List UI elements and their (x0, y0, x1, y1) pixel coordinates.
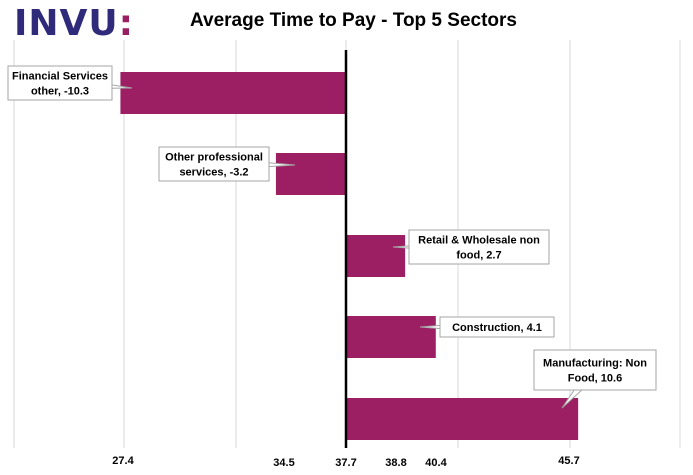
data-labels: Financial Services other, -10.3 Other prof… (7, 65, 657, 409)
callout-box (533, 349, 657, 391)
x-tick-label: 45.7 (558, 455, 579, 467)
data-label-text: Construction, 4.1 (452, 322, 542, 334)
data-label-callout: Manufacturing: Non Food, 10.6 (533, 349, 657, 409)
data-label-callout: Retail & Wholesale non food, 2.7 (392, 229, 550, 265)
bar-manufacturing-non-food (346, 398, 579, 440)
chart-title: Average Time to Pay - Top 5 Sectors (190, 10, 517, 31)
bar-financial-services-other (120, 72, 347, 114)
logo-colon: : (118, 3, 135, 44)
data-label-text: services, -3.2 (179, 167, 248, 179)
data-label-text: Food, 10.6 (568, 373, 622, 385)
x-tick-label: 34.5 (273, 457, 294, 469)
x-tick-label: 37.7 (335, 457, 356, 469)
data-label-text: Manufacturing: Non (543, 358, 647, 370)
data-label-callout: Construction, 4.1 (419, 316, 555, 338)
data-label-text: Retail & Wholesale non (418, 235, 540, 247)
data-label-text: Financial Services (12, 71, 108, 83)
bars (120, 72, 579, 440)
data-label-text: other, -10.3 (31, 86, 89, 98)
bar-retail-wholesale-non-food (346, 235, 406, 277)
callout-box (408, 229, 550, 265)
data-label-text: food, 2.7 (456, 250, 501, 262)
bar-other-professional-services (275, 153, 346, 195)
x-axis-tick-labels: 27.4 34.5 37.7 38.8 40.4 45.7 (112, 455, 579, 469)
callout-box (7, 65, 113, 101)
callout-box (439, 316, 555, 338)
data-label-text: Other professional (165, 152, 263, 164)
invu-logo: INVU: (14, 4, 134, 44)
data-label-callout: Financial Services other, -10.3 (7, 65, 133, 101)
x-tick-label: 38.8 (385, 457, 406, 469)
bar-construction (346, 316, 436, 358)
x-tick-label: 27.4 (112, 455, 134, 467)
data-label-callout: Other professional services, -3.2 (158, 146, 296, 182)
x-tick-label: 40.4 (425, 457, 447, 469)
callout-box (158, 146, 270, 182)
logo-text: INVU (14, 3, 119, 44)
